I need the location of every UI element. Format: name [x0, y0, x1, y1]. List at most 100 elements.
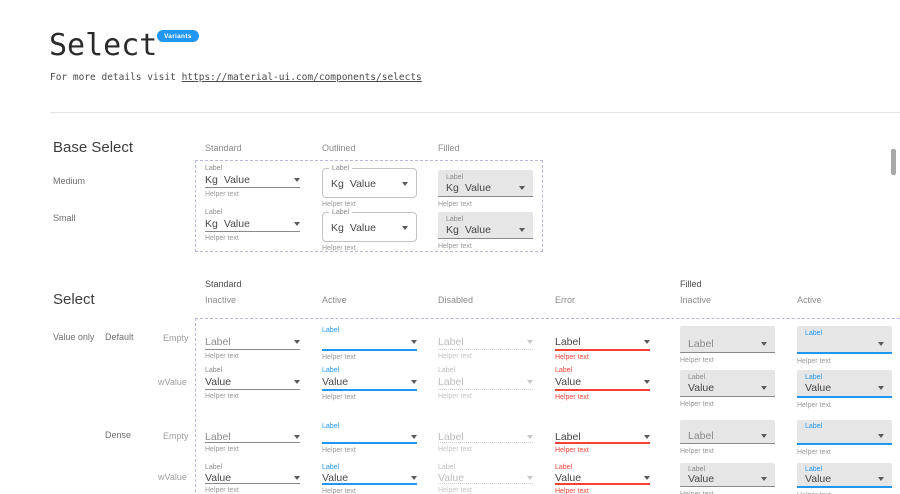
- variants-badge: Variants: [157, 30, 199, 42]
- dropdown-arrow-icon: [761, 342, 767, 346]
- select-standard-active-wvalue[interactable]: Label Value Helper text: [322, 366, 417, 402]
- select-label: Label: [322, 422, 417, 431]
- select-filled-inactive-dense-wvalue[interactable]: Label Value Helper text: [680, 463, 775, 494]
- select-underline: [205, 349, 300, 350]
- select-underline: [438, 349, 533, 350]
- filled-box: Label: [680, 326, 775, 353]
- select-underline: [322, 349, 417, 351]
- dropdown-arrow-icon: [644, 476, 650, 480]
- select-value: Value: [555, 376, 581, 388]
- select-standard-error-wvalue[interactable]: Label Value Helper text: [555, 366, 650, 402]
- column-header-filled-active: Active: [797, 295, 822, 305]
- select-label: Label: [446, 215, 525, 224]
- helper-text: Helper text: [438, 446, 533, 454]
- base-select-outlined-medium[interactable]: Label KgValue Helper text: [322, 164, 417, 209]
- select-underline: [555, 389, 650, 391]
- select-standard-inactive-wvalue[interactable]: Label Value Helper text: [205, 366, 300, 401]
- helper-text: Helper text: [438, 201, 533, 209]
- helper-text: Helper text: [322, 245, 417, 253]
- docs-link[interactable]: https://material-ui.com/components/selec…: [182, 72, 422, 83]
- select-standard-inactive-empty[interactable]: Label Helper text: [205, 326, 300, 361]
- base-select-outlined-small[interactable]: Label KgValue Helper text: [322, 208, 417, 253]
- select-standard-error-dense-wvalue[interactable]: Label Value Helper text: [555, 463, 650, 494]
- select-filled-active-dense-wvalue[interactable]: Label Value Helper text: [797, 463, 892, 494]
- base-select-standard-medium[interactable]: Label KgValue Helper text: [205, 164, 300, 199]
- select-value: Label: [438, 336, 464, 348]
- select-value: Label: [555, 431, 581, 443]
- select-label: Label: [329, 208, 352, 217]
- select-value: Value: [438, 472, 464, 484]
- dropdown-arrow-icon: [411, 476, 417, 480]
- filled-box: Label Value: [680, 463, 775, 487]
- column-header-standard: Standard: [205, 143, 242, 153]
- helper-text: Helper text: [322, 394, 417, 402]
- dropdown-arrow-icon: [878, 342, 884, 346]
- base-select-filled-small[interactable]: Label KgValue Helper text: [438, 212, 533, 251]
- section-divider: [50, 112, 900, 113]
- select-label: Label: [322, 326, 417, 335]
- dropdown-arrow-icon: [527, 476, 533, 480]
- select-standard-active-empty[interactable]: Label Helper text: [322, 326, 417, 362]
- base-select-standard-small[interactable]: Label KgValue Helper text: [205, 208, 300, 243]
- select-filled-inactive-empty[interactable]: Label Helper text: [680, 326, 775, 365]
- select-value: Value: [224, 218, 250, 230]
- page-title: Select: [49, 28, 157, 63]
- select-standard-error-empty[interactable]: Label Helper text: [555, 326, 650, 362]
- select-filled-inactive-wvalue[interactable]: Label Value Helper text: [680, 370, 775, 409]
- select-underline: [322, 442, 417, 444]
- dropdown-arrow-icon: [294, 380, 300, 384]
- select-filled-inactive-dense-empty[interactable]: Label Helper text: [680, 420, 775, 456]
- select-standard-inactive-dense-empty[interactable]: Label Helper text: [205, 422, 300, 454]
- row-header-default: Default: [105, 332, 134, 342]
- select-underline: [555, 349, 650, 351]
- select-label: Label: [205, 164, 300, 173]
- row-header-dense-wvalue: wValue: [158, 472, 187, 482]
- select-adornment: Kg: [446, 182, 459, 194]
- select-standard-disabled-dense-empty[interactable]: Label Helper text: [438, 422, 533, 454]
- select-standard-active-dense-wvalue[interactable]: Label Value Helper text: [322, 463, 417, 494]
- helper-text: Helper text: [205, 353, 300, 361]
- dropdown-arrow-icon: [519, 228, 525, 232]
- helper-text: Helper text: [438, 393, 533, 401]
- select-standard-error-dense-empty[interactable]: Label Helper text: [555, 422, 650, 455]
- vertical-scrollbar-thumb[interactable]: [891, 149, 896, 175]
- select-adornment: Kg: [446, 224, 459, 236]
- select-label: Label: [446, 173, 525, 182]
- select-standard-inactive-dense-wvalue[interactable]: Label Value Helper text: [205, 463, 300, 494]
- dropdown-arrow-icon: [294, 476, 300, 480]
- filled-box: Label Value: [680, 370, 775, 397]
- select-filled-active-wvalue[interactable]: Label Value Helper text: [797, 370, 892, 410]
- select-value: Label: [688, 430, 714, 442]
- select-adornment: Kg: [205, 174, 218, 186]
- select-filled-active-dense-empty[interactable]: Label Helper text: [797, 420, 892, 457]
- select-standard-disabled-empty[interactable]: Label Helper text: [438, 326, 533, 361]
- helper-text: Helper text: [797, 449, 892, 457]
- column-header-filled: Filled: [438, 143, 460, 153]
- select-label: Label: [555, 366, 650, 375]
- dropdown-arrow-icon: [761, 434, 767, 438]
- row-header-medium: Medium: [53, 176, 85, 186]
- select-value: Value: [322, 376, 348, 388]
- dropdown-arrow-icon: [402, 182, 408, 186]
- select-adornment: Kg: [205, 218, 218, 230]
- column-header-inactive: Inactive: [205, 295, 236, 305]
- base-select-filled-medium[interactable]: Label Kg Value Helper text: [438, 170, 533, 209]
- helper-text: Helper text: [555, 488, 650, 494]
- dropdown-arrow-icon: [761, 386, 767, 390]
- row-header-dense: Dense: [105, 430, 131, 440]
- select-label: Label: [805, 422, 884, 431]
- dropdown-arrow-icon: [294, 178, 300, 182]
- row-header-dense-empty: Empty: [163, 431, 189, 441]
- filled-box: Label Kg Value: [438, 170, 533, 197]
- select-standard-active-dense-empty[interactable]: Label Helper text: [322, 422, 417, 455]
- helper-text: Helper text: [555, 447, 650, 455]
- filled-box: Label: [797, 326, 892, 354]
- group-header-filled: Filled: [680, 279, 702, 289]
- select-value: Value: [465, 182, 491, 194]
- select-filled-active-empty[interactable]: Label Helper text: [797, 326, 892, 366]
- label-spacer: [688, 329, 767, 338]
- select-value: Value: [322, 472, 348, 484]
- select-standard-disabled-dense-wvalue[interactable]: Label Value Helper text: [438, 463, 533, 494]
- select-standard-disabled-wvalue[interactable]: Label Label Helper text: [438, 366, 533, 401]
- select-label: Label: [329, 164, 352, 173]
